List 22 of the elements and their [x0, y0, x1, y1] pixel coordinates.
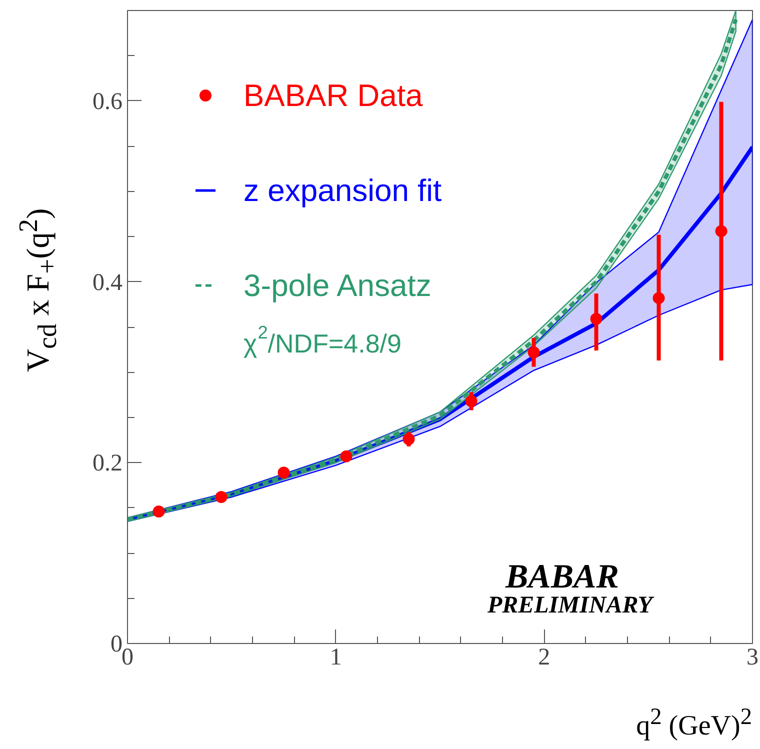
y-tick-label: 0.4	[92, 270, 122, 296]
x-tick-label: 2	[538, 644, 550, 670]
point	[715, 225, 728, 238]
point	[152, 505, 165, 518]
y-tick-label: 0.6	[92, 88, 122, 115]
point	[465, 395, 478, 408]
point	[215, 491, 228, 503]
x-tick-label: 3	[746, 644, 758, 670]
legend-label: z expansion fit	[244, 173, 442, 208]
point	[590, 312, 602, 325]
annotation: PRELIMINARY	[486, 592, 655, 618]
point	[652, 292, 665, 304]
x-axis-title: q$^{2}$ (GeV)$^{2}$	[635, 703, 752, 744]
legend-label: BABAR Data	[244, 78, 424, 113]
point	[402, 433, 415, 446]
point	[340, 450, 352, 462]
y-tick-label: 0.2	[92, 450, 122, 477]
x-tick-label: 1	[330, 644, 342, 670]
legend-label: 3-pole Ansatz	[244, 268, 432, 303]
point	[528, 346, 540, 358]
annotation: BABAR	[504, 558, 619, 596]
point	[278, 466, 290, 479]
